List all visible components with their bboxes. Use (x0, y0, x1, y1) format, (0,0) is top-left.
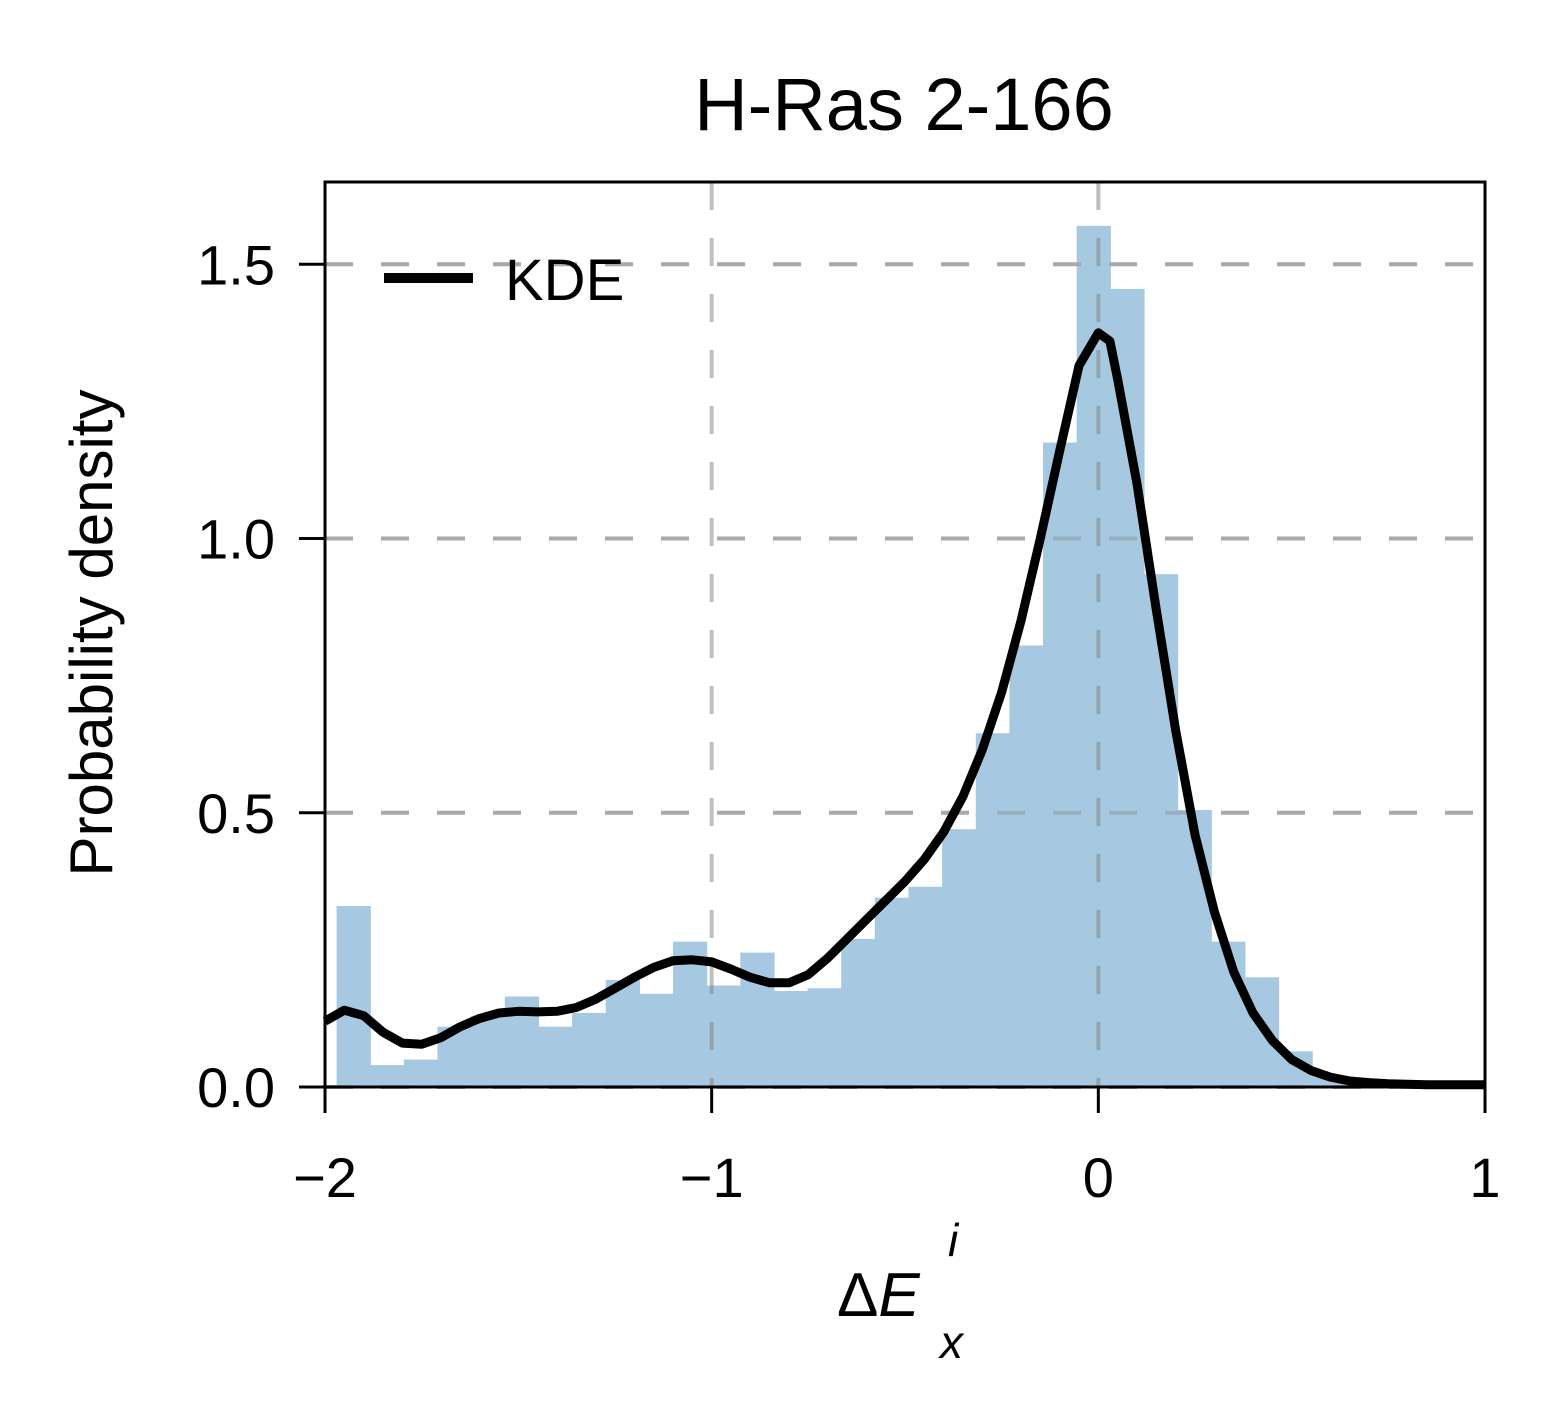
y-axis-label: Probability density (58, 390, 125, 877)
histogram-bar (572, 1012, 607, 1087)
chart-title: H-Ras 2-166 (694, 63, 1114, 146)
histogram-bar (403, 1059, 439, 1087)
x-tick-label: 1 (1469, 1146, 1500, 1209)
kde-line (322, 328, 1485, 1090)
kde-series (322, 328, 1485, 1090)
x-axis-label-superscript: i (948, 1214, 960, 1266)
histogram-bar (538, 1026, 573, 1087)
y-tick-label: 0.5 (197, 782, 275, 845)
histogram-bar (336, 906, 371, 1087)
x-axis-label-symbol: E (878, 1261, 920, 1330)
x-axis-label: ΔE i x (837, 1214, 965, 1368)
legend: KDE (384, 248, 624, 313)
x-tick-label: −2 (293, 1146, 357, 1209)
histogram-bar (1009, 645, 1044, 1087)
plot-frame (323, 180, 1487, 1089)
x-axis-label-subscript: x (938, 1316, 965, 1368)
axis-ticks: −2 −1 0 1 0.0 0.5 1.0 1.5 (197, 233, 1500, 1209)
y-tick-label: 1.5 (197, 233, 275, 296)
histogram-bar (605, 980, 640, 1087)
histogram-bar (639, 993, 674, 1087)
x-tick-label: −1 (680, 1146, 744, 1209)
histogram-bar (370, 1065, 405, 1087)
histogram-bar (773, 991, 809, 1087)
histogram-bar (874, 897, 910, 1087)
histogram-bar (975, 733, 1010, 1087)
histogram-bar (1177, 810, 1212, 1087)
histogram-bar (1043, 442, 1078, 1088)
histogram-bar (1312, 1076, 1347, 1087)
histogram-bar (471, 1015, 506, 1087)
histogram-bar (942, 829, 977, 1087)
histogram-bar (841, 938, 876, 1087)
y-tick-label: 0.0 (197, 1056, 275, 1119)
histogram-bar (673, 941, 708, 1087)
histogram-bar (908, 886, 943, 1087)
y-tick-label: 1.0 (197, 508, 275, 571)
svg-text:ΔE: ΔE (837, 1261, 920, 1330)
x-tick-label: 0 (1083, 1146, 1114, 1209)
legend-kde-label: KDE (505, 248, 624, 313)
histogram (336, 225, 1381, 1088)
histogram-bar (807, 988, 842, 1087)
x-axis-label-delta: Δ (837, 1261, 878, 1330)
